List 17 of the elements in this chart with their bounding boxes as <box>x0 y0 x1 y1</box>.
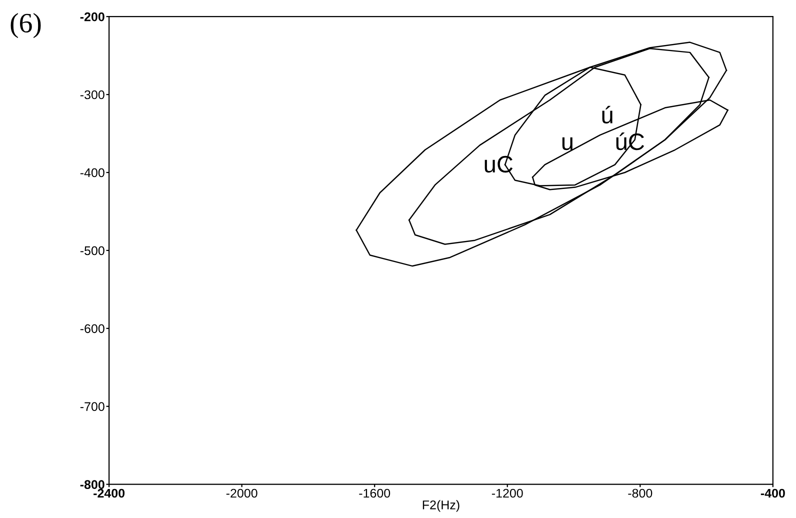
x-tick-label: -400 <box>760 488 785 498</box>
x-tick-label: -2000 <box>226 488 258 498</box>
x-tick-label: -1600 <box>359 488 390 498</box>
y-tick-label: -600 <box>80 324 104 334</box>
annotation: u <box>562 137 572 150</box>
x-tick-label: -1200 <box>492 488 523 498</box>
y-tick-label: -500 <box>80 246 104 256</box>
y-tick-label: -200 <box>80 12 104 22</box>
y-tick-label: -700 <box>80 402 104 412</box>
text: (6) <box>10 12 41 38</box>
y-tick-label: -300 <box>80 90 104 100</box>
y-tick-label: -800 <box>80 480 104 489</box>
y-tick-label: -400 <box>80 168 104 178</box>
annotation: ú <box>602 106 612 124</box>
x-axis-title: F2(Hz) <box>422 500 460 512</box>
x-tick-label: -2400 <box>94 488 125 498</box>
x-tick-label: -800 <box>628 488 652 498</box>
